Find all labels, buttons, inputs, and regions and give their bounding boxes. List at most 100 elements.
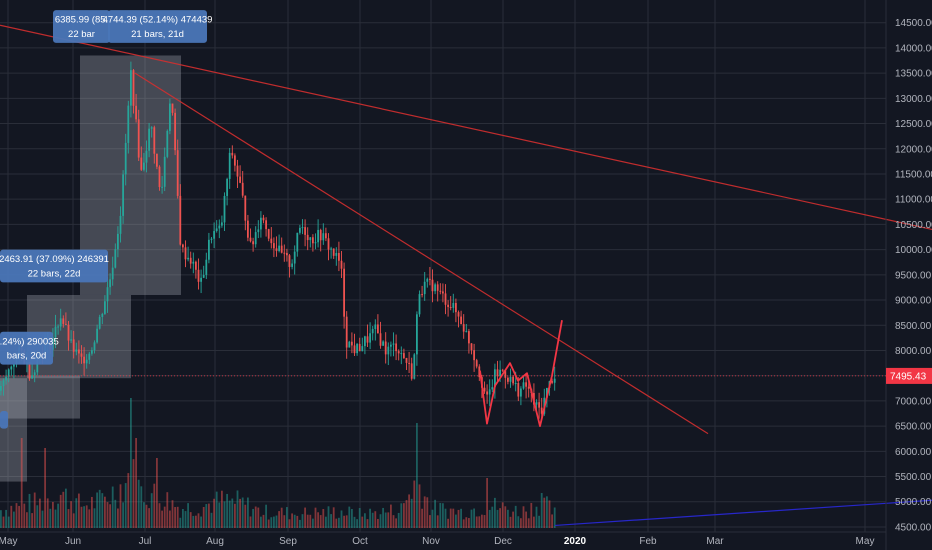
candle-body (382, 341, 384, 346)
measure-label-box (0, 410, 8, 429)
volume-bar (83, 506, 85, 528)
volume-bar (78, 493, 80, 528)
candle-body (538, 402, 540, 408)
candle-body (106, 287, 109, 302)
volume-bar (395, 518, 397, 528)
volume-bar (109, 504, 111, 528)
candle-body (499, 369, 501, 377)
volume-bar (447, 518, 449, 528)
candle-body (101, 313, 104, 317)
volume-bar (176, 506, 179, 528)
candle-body (348, 341, 351, 348)
volume-bar (174, 507, 176, 528)
volume-bar (288, 519, 291, 528)
candle-body (174, 112, 176, 151)
candle-body (98, 316, 101, 329)
volume-bar (236, 490, 239, 528)
volume-bar (114, 499, 117, 528)
candle-body (270, 238, 273, 244)
volume-bar (127, 473, 130, 528)
volume-bar (46, 498, 49, 528)
measure-label-box (0, 249, 108, 283)
volume-bar (189, 512, 192, 528)
volume-bar (296, 515, 299, 528)
measure-label-line2: 21 bars, 21d (131, 29, 184, 40)
volume-bar (0, 510, 2, 528)
volume-bar (496, 509, 499, 528)
candle-body (275, 248, 278, 251)
candle-body (93, 342, 96, 351)
candle-body (319, 229, 322, 241)
candle-body (364, 336, 366, 347)
candle-body (176, 150, 179, 196)
volume-bar (533, 516, 535, 528)
candle-body (293, 251, 296, 264)
price-tick-label: 5000.00 (895, 497, 932, 508)
volume-bar (85, 505, 88, 528)
candle-body (517, 382, 520, 397)
volume-bar (275, 515, 278, 528)
candle-body (265, 220, 267, 230)
volume-bar (98, 489, 101, 528)
price-axis[interactable]: 4500.00 5000.00 5500.00 6000.00 6500.00 7000.… (895, 18, 932, 533)
candlesticks (0, 61, 556, 419)
volume-bar (124, 483, 127, 528)
price-tick-label: 5500.00 (895, 472, 932, 483)
time-axis[interactable]: May Jun Jul Aug Sep Oct Nov Dec 2020 Feb Mar May (0, 536, 874, 547)
volume-bar (75, 498, 78, 528)
volume-bar (546, 496, 548, 528)
candle-body (486, 391, 488, 395)
candle-body (397, 351, 400, 354)
volume-bar (405, 500, 408, 528)
volume-bar (93, 508, 96, 528)
volume-bar (119, 484, 122, 528)
candle-body (221, 222, 223, 226)
volume-bar (468, 518, 470, 528)
volume-bar (13, 511, 15, 528)
candle-body (140, 157, 143, 170)
volume-bar (270, 517, 273, 528)
candle-body (62, 318, 65, 324)
candle-body (473, 350, 475, 361)
volume-bar (33, 492, 36, 528)
volume-bar (507, 509, 509, 528)
candle-body (7, 369, 10, 377)
candle-body (83, 356, 85, 364)
price-tick-label: 14500.00 (895, 18, 932, 29)
volume-bar (241, 497, 244, 528)
volume-bar (390, 504, 392, 528)
volume-bar (130, 398, 132, 528)
candle-body (522, 382, 525, 389)
candle-body (109, 279, 111, 288)
volume-bar (371, 512, 374, 528)
volume-bar (478, 516, 481, 528)
candle-body (124, 142, 127, 175)
month-label: Sep (279, 536, 297, 547)
candle-body (429, 278, 431, 280)
candle-body (283, 252, 286, 254)
volume-bar (62, 491, 65, 528)
month-label: Mar (706, 536, 724, 547)
candle-body (395, 343, 397, 352)
volume-bar (140, 486, 143, 528)
price-tick-label: 8500.00 (895, 321, 932, 332)
volume-bar (226, 493, 228, 528)
volume-bar (143, 502, 145, 528)
volume-bar (392, 515, 395, 528)
candle-body (184, 247, 187, 260)
volume-bar (208, 503, 210, 528)
candle-body (104, 301, 106, 314)
candle-body (366, 336, 369, 343)
candle-body (468, 331, 470, 344)
candle-body (205, 259, 208, 275)
volume-bar (2, 516, 5, 528)
candle-body (434, 284, 436, 292)
volume-bar (488, 509, 491, 528)
volume-bar (132, 459, 135, 528)
candle-body (387, 346, 390, 355)
volume-bar (470, 509, 473, 528)
candle-body (218, 225, 221, 229)
candle-body (436, 284, 439, 291)
candle-body (371, 329, 374, 334)
